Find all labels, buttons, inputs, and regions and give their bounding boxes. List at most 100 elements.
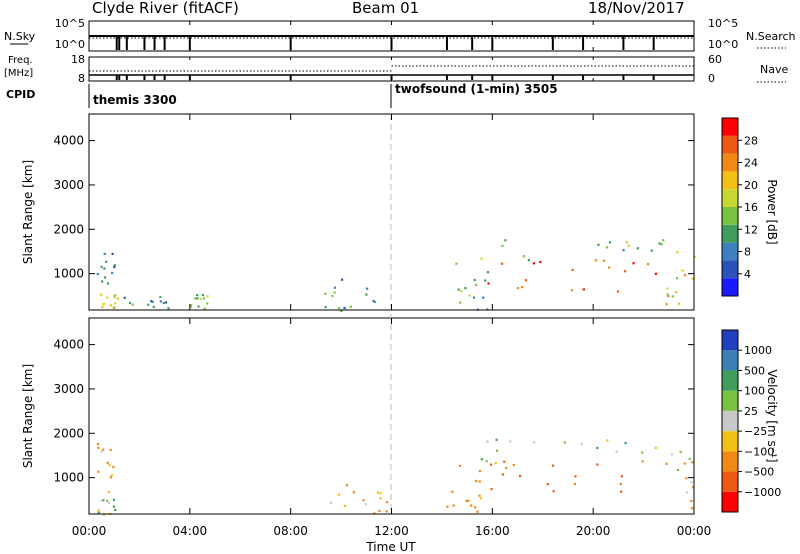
time-axis-ticks: 00:00 04:00 08:00 12:00 16:00 20:00 00:00 [72, 21, 711, 538]
heatmap-cell [641, 451, 644, 454]
heatmap-cell [206, 302, 209, 305]
heatmap-cell [580, 442, 583, 445]
heatmap-cell [107, 490, 110, 494]
heatmap-cell [197, 305, 200, 308]
heatmap-cell [516, 287, 520, 290]
heatmap-cell [532, 262, 535, 265]
heatmap-cell [106, 296, 109, 299]
heatmap-cell [627, 244, 630, 247]
colorbar-segment [722, 135, 738, 154]
heatmap-cell [373, 300, 376, 304]
heatmap-cell [110, 474, 114, 477]
heatmap-cell [677, 302, 680, 305]
heatmap-cell [654, 446, 657, 449]
heatmap-cell [496, 449, 499, 452]
heatmap-cell [606, 439, 609, 442]
heatmap-cell [571, 268, 574, 271]
freq-tick-bottom: 8 [78, 72, 85, 85]
heatmap-cell [151, 300, 154, 303]
heatmap-cell [189, 305, 193, 308]
heatmap-cell [616, 290, 620, 293]
heatmap-cell [97, 509, 100, 512]
colorbar-tick-label: 25 [744, 405, 758, 418]
colorbar-tick-label: 16 [744, 201, 758, 214]
heatmap-cell [96, 272, 99, 276]
heatmap-cell [470, 504, 473, 507]
heatmap-cell [103, 276, 107, 279]
power-heatmap [96, 239, 696, 312]
heatmap-cell [338, 306, 341, 310]
freq-unit-label: [MHz] [4, 68, 33, 79]
range-tick-label: 2000 [53, 222, 84, 236]
heatmap-cell [100, 293, 103, 296]
heatmap-cell [366, 287, 369, 290]
range-tick-label: 3000 [53, 178, 84, 192]
heatmap-cell [546, 483, 549, 486]
heatmap-cell [103, 252, 106, 256]
heatmap-cell [479, 497, 482, 500]
power-panel-frame [88, 113, 695, 311]
heatmap-cell [476, 510, 479, 513]
heatmap-cell [495, 438, 498, 441]
heatmap-cell [467, 499, 470, 502]
heatmap-cell [676, 468, 680, 472]
heatmap-cell [472, 296, 476, 299]
colorbar-segment [722, 189, 738, 207]
heatmap-cell [505, 466, 508, 470]
time-tick-label: 04:00 [173, 524, 208, 538]
heatmap-cell [501, 473, 504, 476]
velocity-colorbar-label: Velocity [m s⁻¹] [765, 369, 779, 462]
velocity-heatmap [96, 438, 695, 516]
heatmap-cell [379, 492, 382, 495]
heatmap-cell [489, 463, 493, 466]
heatmap-cell [378, 509, 381, 513]
heatmap-cell [490, 487, 493, 491]
heatmap-cell [478, 470, 482, 473]
heatmap-cell [688, 457, 691, 461]
heatmap-cell [196, 297, 199, 300]
colorbar-tick-label: 28 [744, 134, 758, 147]
heatmap-cell [324, 306, 327, 309]
heatmap-cell [106, 461, 109, 464]
range-tick-label: 1000 [53, 471, 84, 485]
nave-tick-bottom: 0 [708, 72, 715, 85]
heatmap-cell [675, 277, 679, 280]
range-tick-label: 3000 [53, 382, 84, 396]
colorbar-segment [722, 350, 738, 371]
heatmap-cell [365, 293, 368, 296]
heatmap-cell [385, 501, 389, 504]
heatmap-cell [683, 273, 687, 277]
heatmap-cell [494, 462, 497, 465]
heatmap-cell [509, 440, 512, 443]
heatmap-cell [480, 458, 484, 461]
colorbar-tick-label: 12 [744, 223, 758, 236]
heatmap-cell [660, 243, 663, 246]
date-title: 18/Nov/2017 [588, 0, 685, 17]
heatmap-cell [501, 244, 504, 247]
heatmap-cell [486, 271, 490, 274]
velocity-yaxis-ticks: 1000 2000 3000 4000 [53, 338, 694, 485]
heatmap-cell [573, 482, 577, 486]
heatmap-cell [109, 304, 112, 307]
time-axis-label: Time UT [365, 540, 416, 554]
heatmap-cell [482, 296, 485, 299]
nsky-tick-top: 10^5 [55, 17, 85, 30]
heatmap-cell [485, 460, 488, 463]
freq-series [89, 65, 694, 80]
heatmap-cell [333, 286, 336, 289]
heatmap-cell [624, 441, 627, 445]
heatmap-cell [596, 446, 599, 450]
heatmap-cell [666, 293, 669, 296]
colorbar-tick-label: 4 [744, 268, 751, 281]
heatmap-cell [343, 306, 346, 310]
heatmap-cell [665, 462, 668, 465]
heatmap-cell [376, 491, 379, 494]
heatmap-cell [459, 301, 462, 304]
heatmap-cell [597, 243, 600, 246]
heatmap-cell [500, 262, 504, 265]
heatmap-cell [665, 303, 668, 306]
power-ylabel: Slant Range [km] [21, 160, 35, 264]
power-colorbar-label: Power [dB] [765, 179, 779, 244]
time-tick-label: 12:00 [374, 524, 409, 538]
heatmap-cell [114, 302, 117, 305]
